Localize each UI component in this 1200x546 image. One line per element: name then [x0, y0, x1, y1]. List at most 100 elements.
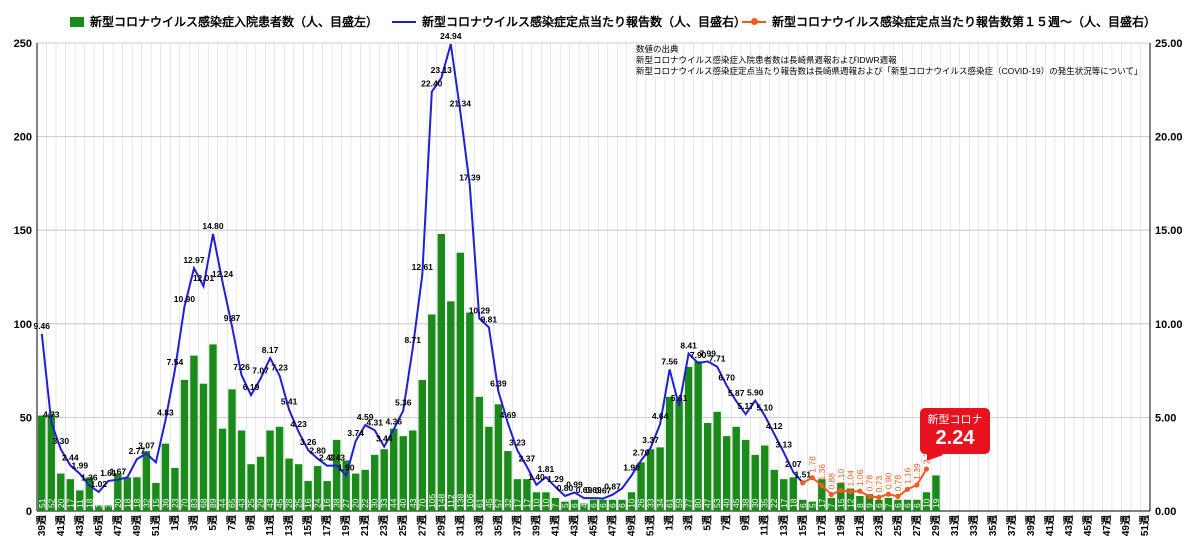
- bar-label: 6: [874, 503, 884, 508]
- x-tick-label: 1週: [664, 515, 676, 531]
- bar: [114, 473, 122, 511]
- line-label: 3.44: [376, 434, 393, 444]
- bar-label: 3: [103, 503, 113, 508]
- chart-legend: 新型コロナウイルス感染症入院患者数（人、目盛左） 新型コロナウイルス感染症定点当…: [0, 13, 1200, 33]
- bar: [922, 492, 931, 511]
- bar: [342, 460, 350, 511]
- bar-label: 20: [56, 498, 66, 508]
- line2-label: 0.73: [874, 476, 884, 493]
- bar: [180, 379, 189, 511]
- bar: [428, 314, 436, 511]
- line-label: 2.44: [62, 452, 79, 462]
- source-line-3: 新型コロナウイルス感染症定点当たり報告数は長崎県週報および「新型コロナウイルス感…: [636, 66, 1143, 76]
- line-label: 12.01: [193, 273, 215, 283]
- x-tick-label: 43週: [568, 515, 580, 536]
- bar-label: 5: [560, 503, 570, 508]
- bar: [76, 490, 84, 511]
- bar-label: 53: [712, 498, 722, 508]
- line-label: 8.71: [404, 335, 421, 345]
- bar: [332, 439, 341, 511]
- latest-value-callout: 新型コロナ 2.24: [920, 408, 990, 454]
- bar: [418, 379, 426, 511]
- bar-label: 7: [550, 503, 560, 508]
- bar: [494, 404, 503, 511]
- bar-label: 15: [151, 498, 161, 508]
- bar-label: 47: [703, 498, 713, 508]
- bar-label: 10: [627, 498, 637, 508]
- bar-label: 27: [341, 498, 351, 508]
- line-label: 4.73: [43, 409, 60, 419]
- bar-label: 6: [798, 503, 808, 508]
- bar-label: 10: [921, 498, 931, 508]
- bar: [732, 426, 740, 511]
- line-label: 5.61: [671, 393, 688, 403]
- bar: [199, 383, 208, 511]
- bar: [618, 499, 626, 511]
- bar-label: 38: [332, 498, 342, 508]
- bar: [351, 473, 360, 511]
- bar: [190, 355, 198, 511]
- bar: [304, 481, 312, 511]
- line-label: 7.56: [661, 356, 678, 366]
- line-label: 4.69: [500, 410, 517, 420]
- line-label: 8.41: [680, 341, 697, 351]
- bar: [47, 413, 55, 511]
- line-label: 0.80: [557, 483, 574, 493]
- x-tick-label: 11週: [759, 515, 771, 536]
- legend-bar-swatch: [70, 16, 84, 27]
- line2-label: 1.06: [855, 469, 865, 486]
- x-tick-label: 29週: [435, 515, 447, 536]
- bar-label: 17: [817, 498, 827, 508]
- bar-label: 148: [436, 494, 446, 508]
- bar: [627, 492, 636, 511]
- bar: [789, 477, 797, 511]
- line-label: 14.80: [202, 221, 224, 231]
- y-left-tick: 200: [14, 132, 32, 144]
- report-line: [40, 43, 804, 500]
- x-tick-label: 21週: [359, 515, 371, 536]
- x-tick-label: 43週: [74, 515, 86, 536]
- y-right-tick: 10.00: [1155, 319, 1183, 331]
- line-label: 12.97: [183, 255, 205, 265]
- bar-label: 19: [931, 498, 941, 508]
- x-tick-label: 5週: [702, 515, 714, 531]
- bar-label: 24: [313, 498, 323, 508]
- line-label: 2.70: [633, 447, 650, 457]
- x-tick-label: 15週: [302, 515, 314, 536]
- bar: [532, 492, 541, 511]
- bar: [799, 499, 807, 511]
- legend-bar-label: 新型コロナウイルス感染症入院患者数（人、目盛左）: [90, 15, 379, 29]
- bar-label: 68: [198, 498, 208, 508]
- bar-label: 10: [541, 498, 551, 508]
- bar-label: 10: [531, 498, 541, 508]
- bar-label: 6: [893, 503, 903, 508]
- bar: [466, 312, 474, 511]
- y-left-tick: 0: [26, 506, 32, 518]
- bar: [608, 499, 617, 511]
- bar-label: 5: [807, 503, 817, 508]
- line2-point: [904, 486, 911, 492]
- bar: [152, 482, 160, 511]
- legend-line2-swatch: [742, 17, 766, 25]
- x-tick-label: 35週: [492, 515, 504, 536]
- bar: [504, 451, 512, 511]
- bar-label: 51: [37, 498, 47, 508]
- line2-point: [800, 480, 806, 486]
- line-label: 4.23: [290, 419, 307, 429]
- bar: [694, 361, 702, 511]
- bar: [684, 366, 693, 511]
- x-tick-label: 5週: [207, 515, 219, 531]
- x-tick-label: 33週: [968, 515, 980, 536]
- bar: [827, 497, 836, 511]
- bar-label: 17: [512, 498, 522, 508]
- bar-label: 6: [589, 503, 599, 508]
- bar: [38, 415, 46, 511]
- line2-point: [876, 494, 882, 500]
- bar: [313, 466, 322, 511]
- line-label: 3.37: [642, 435, 659, 445]
- bar: [561, 501, 569, 511]
- line2-label: 0.88: [826, 473, 836, 490]
- line-label: 1.99: [72, 461, 89, 471]
- x-tick-label: 25週: [892, 515, 904, 536]
- callout-value: 2.24: [935, 427, 975, 449]
